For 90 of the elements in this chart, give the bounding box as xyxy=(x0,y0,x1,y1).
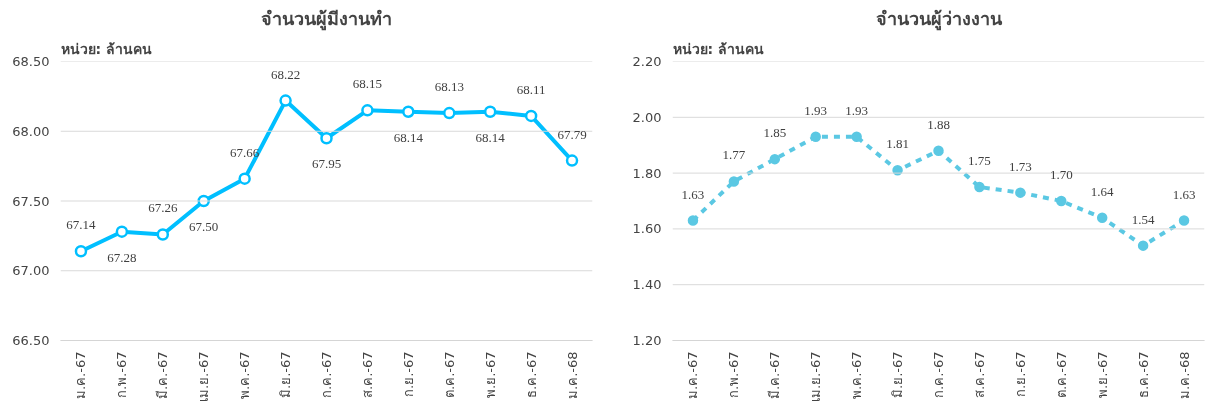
text: 1.75 xyxy=(968,153,991,169)
point xyxy=(524,109,538,123)
chart-title: จำนวนผู้มีงานทำ xyxy=(261,7,392,31)
y-tick-label: 2.00 xyxy=(632,109,662,125)
point xyxy=(933,145,944,157)
x-tick-label: ก.พ.-67 xyxy=(726,351,742,398)
y-tick-label: 1.40 xyxy=(632,277,662,293)
x-tick-label: พ.ย.-67 xyxy=(1094,351,1110,398)
x-tick-label: เม.ย.-67 xyxy=(196,351,212,402)
text: หน่วย: ล้านคน xyxy=(672,40,764,57)
chart-title: จำนวนผู้ว่างงาน xyxy=(875,7,1003,31)
text: 67.26 xyxy=(148,200,178,216)
point xyxy=(238,172,251,185)
point xyxy=(74,244,88,258)
point xyxy=(687,215,699,226)
x-tick-label: ต.ค.-67 xyxy=(441,351,457,398)
x-tick-label: ก.พ.-67 xyxy=(114,351,130,398)
point xyxy=(565,154,579,167)
point xyxy=(1015,187,1026,198)
point xyxy=(851,131,862,143)
x-tick-label: ธ.ค.-67 xyxy=(1135,351,1151,398)
y-tick-label: 1.20 xyxy=(632,333,662,348)
x-tick-label: พ.ค.-67 xyxy=(849,351,865,399)
y-tick-label: 68.50 xyxy=(12,54,50,69)
text: 67.14 xyxy=(66,217,96,233)
point xyxy=(443,106,456,120)
point xyxy=(156,228,170,241)
point xyxy=(483,105,497,118)
point xyxy=(1056,195,1067,207)
text: 1.93 xyxy=(845,102,869,118)
text: 68.14 xyxy=(475,129,505,145)
x-tick-label: มี.ค.-67 xyxy=(155,351,171,399)
x-tick-label: ม.ค.-67 xyxy=(73,351,89,399)
x-tick-label: เม.ย.-67 xyxy=(808,351,824,402)
x-tick-label: ก.ย.-67 xyxy=(1012,351,1028,397)
y-tick-label: 1.60 xyxy=(632,221,662,237)
text: 68.14 xyxy=(393,129,423,145)
x-tick-label: ส.ค.-67 xyxy=(971,351,987,398)
text: 68.22 xyxy=(270,66,301,82)
x-tick-label: มี.ค.-67 xyxy=(767,351,783,399)
text: 1.93 xyxy=(804,102,828,118)
text: 68.15 xyxy=(352,76,383,92)
text: 1.73 xyxy=(1008,158,1032,174)
text: 1.70 xyxy=(1049,167,1073,182)
text: หน่วย: ล้านคน xyxy=(60,40,152,57)
text: 1.77 xyxy=(722,147,746,163)
x-tick-label: ม.ค.-68 xyxy=(564,351,580,399)
x-tick-label: ม.ค.-68 xyxy=(1176,351,1192,399)
text: 1.88 xyxy=(927,116,950,132)
text: 67.28 xyxy=(107,249,137,265)
x-tick-label: พ.ย.-67 xyxy=(482,351,498,398)
point xyxy=(974,181,985,193)
point xyxy=(1178,215,1190,226)
text: 68.11 xyxy=(516,81,546,97)
point xyxy=(769,153,781,165)
y-tick-label: 68.00 xyxy=(12,123,50,139)
text: 1.81 xyxy=(886,136,909,152)
text: 1.64 xyxy=(1090,183,1114,199)
x-tick-label: มิ.ย.-67 xyxy=(890,351,906,398)
point xyxy=(1137,240,1149,251)
x-tick-label: มิ.ย.-67 xyxy=(278,351,294,398)
text: 68.13 xyxy=(434,79,464,95)
text: 1.63 xyxy=(1172,186,1196,202)
y-tick-label: 66.50 xyxy=(12,333,50,348)
y-tick-label: 67.00 xyxy=(12,263,50,279)
x-tick-label: ธ.ค.-67 xyxy=(523,351,539,398)
point xyxy=(320,131,333,145)
x-tick-label: ก.ย.-67 xyxy=(400,351,416,397)
text: 1.54 xyxy=(1131,211,1155,227)
point xyxy=(728,176,740,187)
text: 67.50 xyxy=(189,219,219,234)
point xyxy=(361,104,374,117)
point xyxy=(279,94,292,107)
y-tick-label: 67.50 xyxy=(12,193,50,209)
point xyxy=(402,105,415,118)
y-tick-label: 1.80 xyxy=(632,165,662,181)
x-tick-label: พ.ค.-67 xyxy=(237,351,253,399)
text: 67.79 xyxy=(557,126,587,142)
text: 1.85 xyxy=(763,125,787,141)
text: 67.95 xyxy=(311,156,342,172)
y-tick-label: 2.20 xyxy=(632,54,662,69)
point xyxy=(115,225,129,238)
x-tick-label: ก.ค.-67 xyxy=(931,351,946,398)
point xyxy=(1096,212,1108,223)
point xyxy=(810,131,821,143)
text: 1.63 xyxy=(681,186,705,202)
x-tick-label: ก.ค.-67 xyxy=(319,351,334,398)
x-tick-label: ส.ค.-67 xyxy=(359,351,375,398)
x-tick-label: ม.ค.-67 xyxy=(685,351,701,399)
x-tick-label: ต.ค.-67 xyxy=(1053,351,1069,398)
